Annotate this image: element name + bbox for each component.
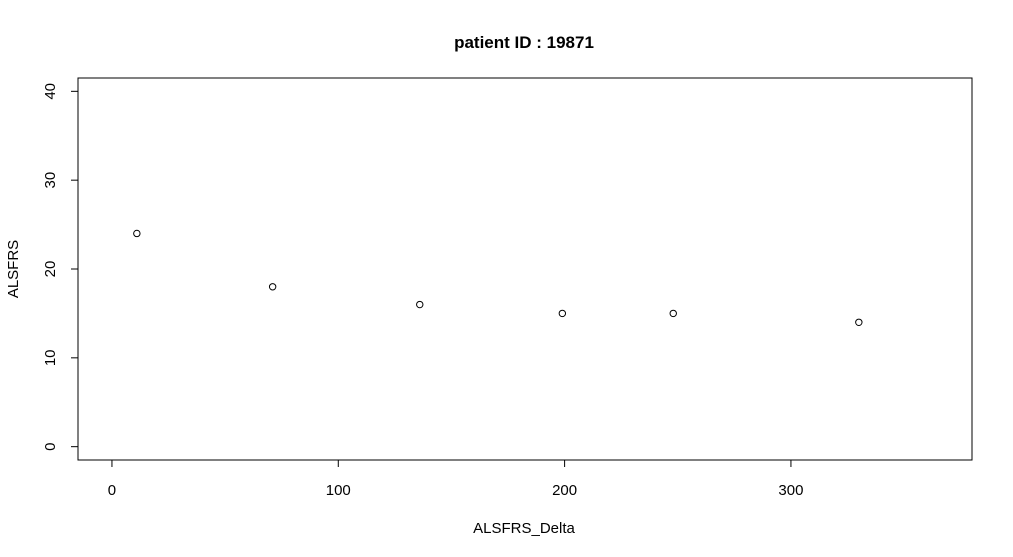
data-point (268, 283, 277, 291)
x-tick-label: 200 (552, 482, 577, 499)
data-points (133, 229, 863, 327)
plot-frame (77, 77, 973, 461)
data-point (855, 318, 863, 327)
x-tick-label: 300 (778, 482, 803, 499)
y-axis-label: ALSFRS (5, 240, 22, 298)
x-tick-label: 0 (108, 482, 116, 499)
y-tick-label: 40 (42, 83, 59, 100)
chart-title: patient ID : 19871 (454, 33, 594, 52)
x-axis: 0 100 200 300 (108, 459, 803, 499)
y-tick-label: 20 (42, 261, 59, 278)
y-tick-label: 0 (42, 443, 59, 451)
x-tick-label: 100 (326, 482, 351, 499)
y-tick-label: 10 (42, 349, 59, 366)
data-point (558, 309, 567, 318)
x-axis-label: ALSFRS_Delta (473, 520, 575, 537)
data-point (669, 309, 677, 318)
y-tick-label: 30 (42, 172, 59, 189)
y-axis: 0 10 20 30 40 (42, 83, 79, 451)
data-point (416, 300, 424, 309)
data-point (133, 229, 141, 238)
